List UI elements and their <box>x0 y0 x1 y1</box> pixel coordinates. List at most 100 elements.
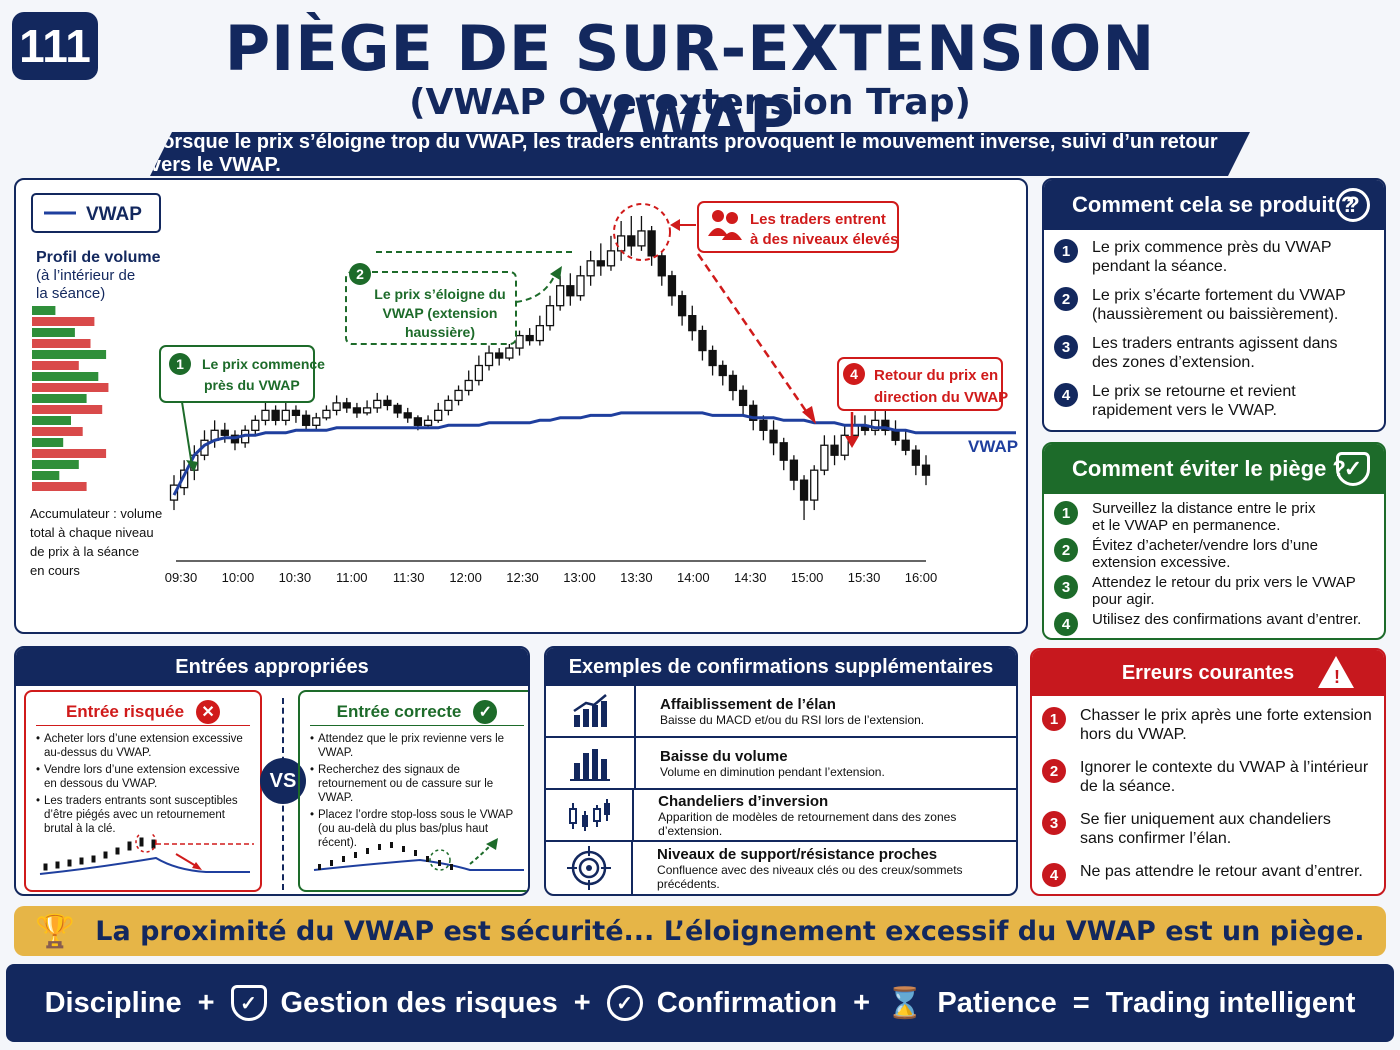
bullet-item: Vendre lors d’une extension excessive en… <box>36 763 250 791</box>
x-tick-label: 15:00 <box>791 570 824 585</box>
how-to-avoid-box: Comment éviter le piège ? ✓ 1 Surveillez … <box>1042 442 1386 640</box>
x-tick-label: 13:00 <box>563 570 596 585</box>
hourglass-icon: ⌛ <box>886 986 924 1020</box>
footer-plus-2: + <box>573 986 591 1019</box>
examples-list: Affaiblissement de l’élan Baisse du MACD … <box>546 686 1016 894</box>
candle <box>779 437 788 471</box>
accum-line3: de prix à la séance <box>30 544 139 559</box>
profile-sub1: (à l’intérieur de <box>36 267 135 284</box>
page-title: PIÈGE DE SUR-EXTENSION VWAP <box>224 12 1156 158</box>
profile-bar <box>32 405 103 414</box>
footer-discipline: Discipline <box>44 986 182 1019</box>
step-line2: de la séance. <box>1080 778 1176 795</box>
profile-bar <box>32 438 64 447</box>
profile-bar <box>32 361 79 370</box>
candle-body <box>393 404 402 414</box>
candle <box>799 475 809 521</box>
candle-body <box>708 349 717 367</box>
step-line2: et le VWAP en permanence. <box>1092 517 1281 534</box>
candle <box>322 405 331 421</box>
example-text: Affaiblissement de l’élan Baisse du MACD … <box>636 696 924 727</box>
step-number: 3 <box>1054 335 1078 359</box>
candle-body <box>718 364 727 377</box>
list-item: 4 Utilisez des confirmations avant d’entr… <box>1054 611 1374 636</box>
candle-body <box>647 230 656 257</box>
price-chart: VWAP Profil de volume (à l’intérieur de … <box>30 193 1018 585</box>
annotation-3-line1: Les traders entrent <box>750 211 886 228</box>
candle-body <box>657 255 666 277</box>
x-tick-label: 12:30 <box>506 570 539 585</box>
candle-body <box>281 409 290 421</box>
candle <box>271 405 280 426</box>
step-line2: pour agir. <box>1092 591 1155 608</box>
footer-equals: = <box>1072 986 1090 1019</box>
candle-body <box>271 409 280 421</box>
candle <box>789 455 799 491</box>
cross-icon: ✕ <box>196 699 221 724</box>
avoid-title: Comment éviter le piège ? <box>1072 456 1346 481</box>
reversal-arrowhead <box>802 406 816 424</box>
annotation-1-box <box>159 345 315 403</box>
how-title: Comment cela se produit ? <box>1072 192 1355 217</box>
candle-body <box>505 347 514 359</box>
candle <box>677 290 687 326</box>
question-icon: ? <box>1336 188 1370 222</box>
annotation-4-line2: direction du VWAP <box>874 389 1008 406</box>
annotation-4-num: 4 <box>850 366 858 382</box>
motto-text: La proximité du VWAP est sécurité... L’é… <box>95 915 1365 947</box>
step-line2: rapidement vers le VWAP. <box>1092 402 1277 419</box>
annotation-4-box <box>837 357 1003 411</box>
candle-body <box>901 439 910 451</box>
errors-title: Erreurs courantes <box>1121 661 1295 684</box>
candle-body <box>576 275 585 297</box>
how-list: 1 Le prix commence près du VWAP pendant la… <box>1044 230 1384 420</box>
candle-body <box>779 442 788 461</box>
candle-body <box>332 402 341 412</box>
candle <box>525 328 534 346</box>
step-text: Utilisez des confirmations avant d’entre… <box>1092 611 1361 628</box>
candle-body <box>383 399 392 407</box>
candle <box>749 400 758 431</box>
candle-body <box>820 444 829 471</box>
step-number: 2 <box>1054 287 1078 311</box>
candle <box>830 435 839 466</box>
vwap-line <box>172 411 1016 496</box>
step-text: Les traders entrants agissent dans des zo… <box>1092 334 1337 372</box>
bullet-item: Recherchez des signaux de retournement o… <box>310 763 524 805</box>
candle-body <box>525 334 534 342</box>
annotation-1-line2: près du VWAP <box>204 377 300 393</box>
candle <box>840 425 849 461</box>
step-line1: Le prix commence près du VWAP <box>1092 239 1332 256</box>
number-badge: 111 <box>12 12 98 80</box>
reversal-arrow <box>696 253 810 415</box>
candle-body <box>667 275 677 297</box>
annotation-2-line1: Le prix s’éloigne du <box>374 286 505 302</box>
footer-plus-1: + <box>197 986 215 1019</box>
accum-line1: Accumulateur : volume <box>30 506 162 521</box>
candle-body <box>423 419 433 426</box>
risky-entry-title-row: Entrée risquée ✕ <box>36 698 250 726</box>
example-desc: Volume en diminution pendant l’extension… <box>660 764 885 779</box>
candle-body <box>444 399 453 412</box>
profile-bar <box>32 328 75 337</box>
annotation-3-arrowhead <box>670 219 680 231</box>
candle-body <box>688 315 697 332</box>
candle <box>281 402 290 426</box>
shield-check-icon: ✓ <box>230 985 267 1021</box>
legend-box <box>31 193 161 233</box>
candle <box>921 455 931 486</box>
how-it-happens-box: Comment cela se produit ? ? 1 Le prix com… <box>1042 178 1386 432</box>
candle <box>698 325 707 361</box>
step-line2: (haussièrement ou baissièrement). <box>1092 306 1339 323</box>
step-text: Ne pas attendre le retour avant d’entrer… <box>1080 862 1363 881</box>
candle <box>718 360 727 386</box>
candle <box>312 412 321 431</box>
bullet-item: Les traders entrants sont susceptibles d… <box>36 794 250 836</box>
candle <box>871 410 880 436</box>
x-tick-label: 13:30 <box>620 570 653 585</box>
candle <box>444 395 453 416</box>
list-item: 4 Ne pas attendre le retour avant d’entre… <box>1042 862 1374 887</box>
candle <box>728 370 738 401</box>
candle <box>586 250 595 286</box>
candle <box>535 315 544 346</box>
